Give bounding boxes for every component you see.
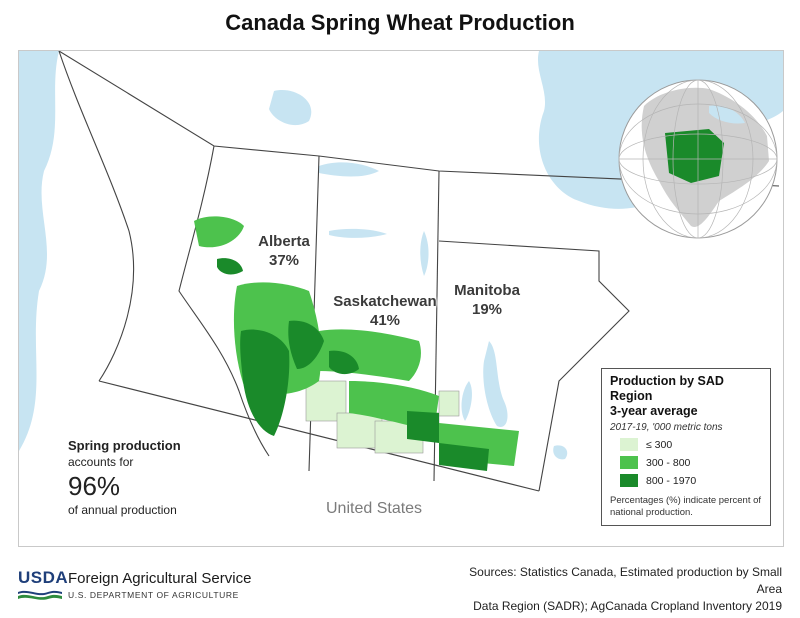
province-name: Alberta <box>258 233 310 250</box>
spring-note-value: 96% <box>68 471 121 501</box>
bc-border <box>58 51 135 382</box>
spring-note-heading: Spring production <box>68 438 181 453</box>
lake-winnipeg <box>483 341 508 427</box>
province-share: 41% <box>369 312 401 329</box>
province-share: 19% <box>471 301 503 318</box>
legend-item-mid: 300 - 800 <box>610 456 762 469</box>
map-title: Canada Spring Wheat Production <box>225 10 575 35</box>
legend-note: Percentages (%) indicate percent of nati… <box>610 495 762 518</box>
us-border <box>98 380 540 492</box>
usda-fas-logo: USDA Foreign Agricultural Service U.S. D… <box>18 568 278 602</box>
legend-title: Production by SAD Region <box>610 374 724 403</box>
sources-text: Sources: Statistics Canada, Estimated pr… <box>442 564 782 615</box>
province-label-manitoba: Manitoba 19% <box>442 281 532 319</box>
spring-note-line: accounts for <box>68 455 134 469</box>
usda-logo-waves-icon <box>18 590 62 600</box>
lake-athabasca <box>329 228 387 238</box>
alberta-west-border <box>178 145 270 457</box>
inset-globe <box>618 79 778 239</box>
spring-production-note: Spring production accounts for 96% of an… <box>68 438 181 518</box>
legend-item-low: ≤ 300 <box>610 438 762 451</box>
high-production-regions <box>217 258 489 471</box>
legend-label: 300 - 800 <box>646 456 691 469</box>
lake-of-the-woods <box>553 445 568 460</box>
legend-label: ≤ 300 <box>646 438 673 451</box>
legend-swatch-low <box>620 438 638 451</box>
pacific-ocean <box>19 51 59 451</box>
legend-swatch-high <box>620 474 638 487</box>
province-name: Saskatchewan <box>333 293 437 310</box>
agency-name: Foreign Agricultural Service <box>68 570 252 587</box>
lake-manitoba <box>461 381 472 421</box>
province-name: Manitoba <box>454 282 520 299</box>
manitoba-east-border <box>438 240 630 492</box>
usda-logo-text: USDA <box>18 568 69 587</box>
sources-line: Sources: Statistics Canada, Estimated pr… <box>469 565 782 596</box>
legend-title-2: 3-year average <box>610 404 698 418</box>
great-bear-lake <box>269 90 312 126</box>
reindeer-lake <box>420 231 429 276</box>
province-label-saskatchewan: Saskatchewan 41% <box>320 292 450 330</box>
great-slave-lake <box>319 162 379 177</box>
legend-swatch-mid <box>620 456 638 469</box>
legend-label: 800 - 1970 <box>646 474 697 487</box>
spring-note-line: of annual production <box>68 503 177 517</box>
province-share: 37% <box>268 252 300 269</box>
country-label-united-states: United States <box>326 500 423 517</box>
map-legend: Production by SAD Region 3-year average … <box>601 368 771 526</box>
sources-line: Data Region (SADR); AgCanada Cropland In… <box>473 599 782 613</box>
department-name: U.S. DEPARTMENT OF AGRICULTURE <box>68 590 239 600</box>
legend-subtitle: 2017-19, '000 metric tons <box>610 422 723 433</box>
legend-item-high: 800 - 1970 <box>610 474 762 487</box>
province-label-alberta: Alberta 37% <box>244 232 324 270</box>
